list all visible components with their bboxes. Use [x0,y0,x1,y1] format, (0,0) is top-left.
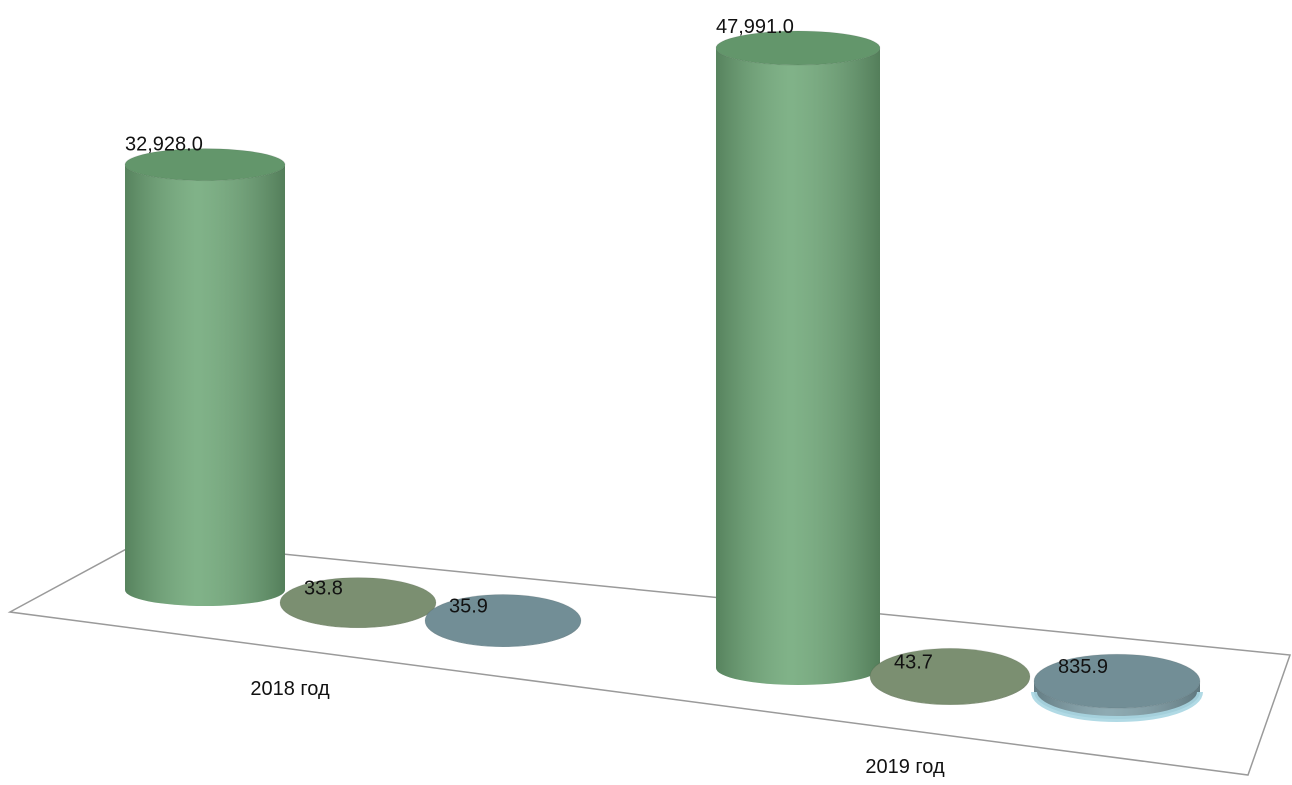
value-label: 47,991.0 [716,16,794,38]
value-label: 43.7 [894,651,933,673]
cylinder-shade [125,165,285,606]
value-label: 835.9 [1058,656,1108,678]
x-tick-label: 2018 год [250,678,330,700]
cylinder-shade [716,48,880,685]
value-label: 35.9 [449,596,488,618]
chart: 2018 год 2019 год 32,928.0 33.8 35.9 47,991.0… [0,0,1292,785]
page: 2018 год 2019 год 32,928.0 33.8 35.9 47,991.0… [0,0,1292,785]
value-label: 32,928.0 [125,134,203,156]
x-tick-label: 2019 год [865,756,945,778]
value-label: 33.8 [304,578,343,600]
